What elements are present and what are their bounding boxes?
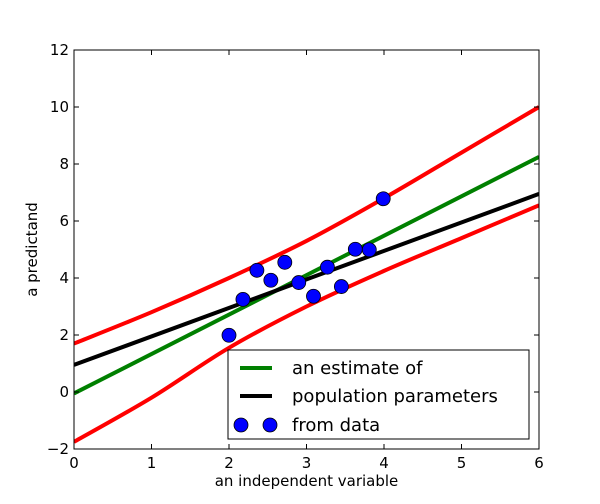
scatter-point xyxy=(361,242,377,258)
legend-marker-data-2 xyxy=(262,417,278,433)
x-tick-label: 1 xyxy=(147,454,157,472)
y-tick-label: 6 xyxy=(59,212,69,230)
scatter-point xyxy=(291,275,307,290)
x-tick-label: 5 xyxy=(457,454,467,472)
legend-label-estimate: an estimate of xyxy=(292,358,423,379)
scatter-point xyxy=(277,254,293,270)
legend-label-population: population parameters xyxy=(292,386,498,407)
scatter-point xyxy=(306,288,321,304)
scatter-point xyxy=(249,262,265,278)
legend-label-data: from data xyxy=(292,415,380,436)
y-tick-label: 2 xyxy=(59,326,69,344)
scatter-point xyxy=(333,279,349,294)
lower-band-curve xyxy=(74,203,539,444)
x-tick-label: 3 xyxy=(302,454,312,472)
y-tick-label: 12 xyxy=(50,41,69,59)
x-tick-label: 6 xyxy=(534,454,544,472)
legend-box xyxy=(227,349,530,440)
scatter-point xyxy=(221,327,237,343)
y-tick-label: 0 xyxy=(59,383,69,401)
x-tick-label: 4 xyxy=(379,454,389,472)
y-axis-label: a predictand xyxy=(23,202,41,297)
legend: an estimate of population parameters fro… xyxy=(227,349,530,440)
scatter-point xyxy=(347,241,363,257)
population-line xyxy=(74,192,539,367)
scatter-point xyxy=(375,191,391,207)
scatter-point xyxy=(263,272,279,288)
x-tick-label: 2 xyxy=(224,454,234,472)
scatter-point xyxy=(320,259,335,275)
y-tick-label: 4 xyxy=(59,269,69,287)
y-tick-label: 8 xyxy=(59,155,69,173)
x-tick-label: 0 xyxy=(69,454,79,472)
scatter-point xyxy=(235,291,251,307)
y-tick-label: 10 xyxy=(50,98,69,116)
upper-band-curve xyxy=(74,105,539,346)
y-tick-label: −2 xyxy=(47,440,69,458)
series-layer xyxy=(74,105,539,444)
legend-marker-data-1 xyxy=(233,417,249,433)
x-axis-label: an independent variable xyxy=(215,472,399,490)
estimate-line xyxy=(74,155,539,396)
